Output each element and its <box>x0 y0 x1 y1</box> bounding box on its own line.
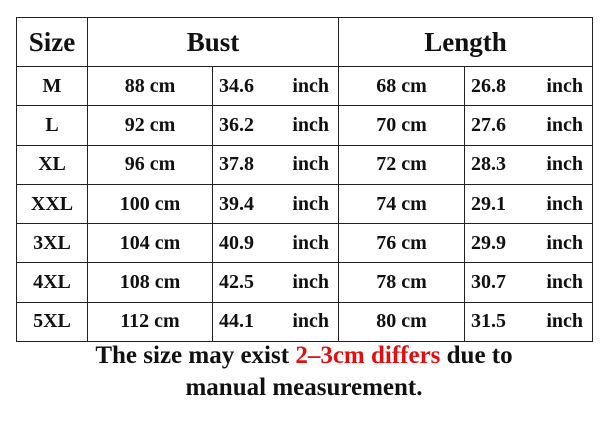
table-row: XXL 100 cm 39.4 inch 74 cm 29.1 inch <box>16 183 593 225</box>
bust-cm-cell: 112 cm <box>87 301 213 343</box>
length-inch-cell: 26.8 inch <box>464 65 593 107</box>
bust-inch-cell: 37.8 inch <box>212 144 339 185</box>
length-cm-cell: 80 cm <box>338 301 465 343</box>
bust-inch-cell: 44.1 inch <box>212 301 339 343</box>
inch-value: 44.1 <box>219 310 254 333</box>
note-line-2: manual measurement. <box>185 374 423 401</box>
size-cell: 3XL <box>16 223 88 264</box>
table-row: 5XL 112 cm 44.1 inch 80 cm 31.5 inch <box>16 301 593 343</box>
inch-unit: inch <box>546 271 583 294</box>
inch-value: 27.6 <box>471 113 506 136</box>
length-inch-cell: 29.9 inch <box>464 223 593 264</box>
inch-unit: inch <box>546 153 583 176</box>
table-row: XL 96 cm 37.8 inch 72 cm 28.3 inch <box>16 144 593 185</box>
inch-value: 40.9 <box>219 231 254 254</box>
inch-unit: inch <box>292 74 329 97</box>
size-cell: 5XL <box>16 301 88 343</box>
bust-inch-cell: 36.2 inch <box>212 105 339 146</box>
length-inch-cell: 27.6 inch <box>464 105 593 146</box>
bust-cm-cell: 104 cm <box>87 223 213 264</box>
table-row: L 92 cm 36.2 inch 70 cm 27.6 inch <box>16 105 593 146</box>
inch-unit: inch <box>546 192 583 215</box>
header-bust: Bust <box>87 17 339 67</box>
inch-unit: inch <box>546 74 583 97</box>
inch-value: 29.1 <box>471 192 506 215</box>
inch-value: 36.2 <box>219 113 254 136</box>
length-cm-cell: 78 cm <box>338 262 465 303</box>
length-cm-cell: 72 cm <box>338 144 465 185</box>
bust-inch-cell: 40.9 inch <box>212 223 339 264</box>
bust-cm-cell: 92 cm <box>87 105 213 146</box>
header-row: Size Bust Length <box>16 17 593 67</box>
inch-unit: inch <box>292 310 329 333</box>
size-cell: L <box>16 105 88 146</box>
measurement-note: The size may exist 2–3cm differs due to … <box>0 340 608 404</box>
note-highlight: 2–3cm differs <box>295 342 441 369</box>
inch-unit: inch <box>546 310 583 333</box>
length-cm-cell: 76 cm <box>338 223 465 264</box>
inch-unit: inch <box>292 192 329 215</box>
table-row: 3XL 104 cm 40.9 inch 76 cm 29.9 inch <box>16 223 593 264</box>
bust-inch-cell: 34.6 inch <box>212 65 339 107</box>
bust-cm-cell: 108 cm <box>87 262 213 303</box>
inch-unit: inch <box>546 231 583 254</box>
inch-unit: inch <box>292 231 329 254</box>
table-row: 4XL 108 cm 42.5 inch 78 cm 30.7 inch <box>16 262 593 303</box>
inch-value: 26.8 <box>471 74 506 97</box>
table-row: M 88 cm 34.6 inch 68 cm 26.8 inch <box>16 65 593 107</box>
length-inch-cell: 31.5 inch <box>464 301 593 343</box>
inch-unit: inch <box>292 271 329 294</box>
bust-inch-cell: 39.4 inch <box>212 183 339 225</box>
inch-unit: inch <box>292 113 329 136</box>
length-cm-cell: 68 cm <box>338 65 465 107</box>
inch-value: 42.5 <box>219 271 254 294</box>
inch-value: 29.9 <box>471 231 506 254</box>
inch-unit: inch <box>546 113 583 136</box>
length-cm-cell: 74 cm <box>338 183 465 225</box>
size-cell: XXL <box>16 183 88 225</box>
inch-value: 28.3 <box>471 153 506 176</box>
size-cell: XL <box>16 144 88 185</box>
bust-cm-cell: 96 cm <box>87 144 213 185</box>
bust-inch-cell: 42.5 inch <box>212 262 339 303</box>
size-chart-table: Size Bust Length M 88 cm 34.6 inch 68 cm 26.8… <box>16 17 593 343</box>
size-cell: M <box>16 65 88 107</box>
bust-cm-cell: 88 cm <box>87 65 213 107</box>
length-cm-cell: 70 cm <box>338 105 465 146</box>
length-inch-cell: 30.7 inch <box>464 262 593 303</box>
bust-cm-cell: 100 cm <box>87 183 213 225</box>
inch-value: 37.8 <box>219 153 254 176</box>
note-text: The size may exist <box>95 342 296 369</box>
inch-unit: inch <box>292 153 329 176</box>
inch-value: 31.5 <box>471 310 506 333</box>
inch-value: 34.6 <box>219 74 254 97</box>
header-length: Length <box>338 17 593 67</box>
length-inch-cell: 28.3 inch <box>464 144 593 185</box>
inch-value: 30.7 <box>471 271 506 294</box>
note-text-2: due to <box>440 342 513 369</box>
size-cell: 4XL <box>16 262 88 303</box>
header-size: Size <box>16 17 88 67</box>
inch-value: 39.4 <box>219 192 254 215</box>
length-inch-cell: 29.1 inch <box>464 183 593 225</box>
